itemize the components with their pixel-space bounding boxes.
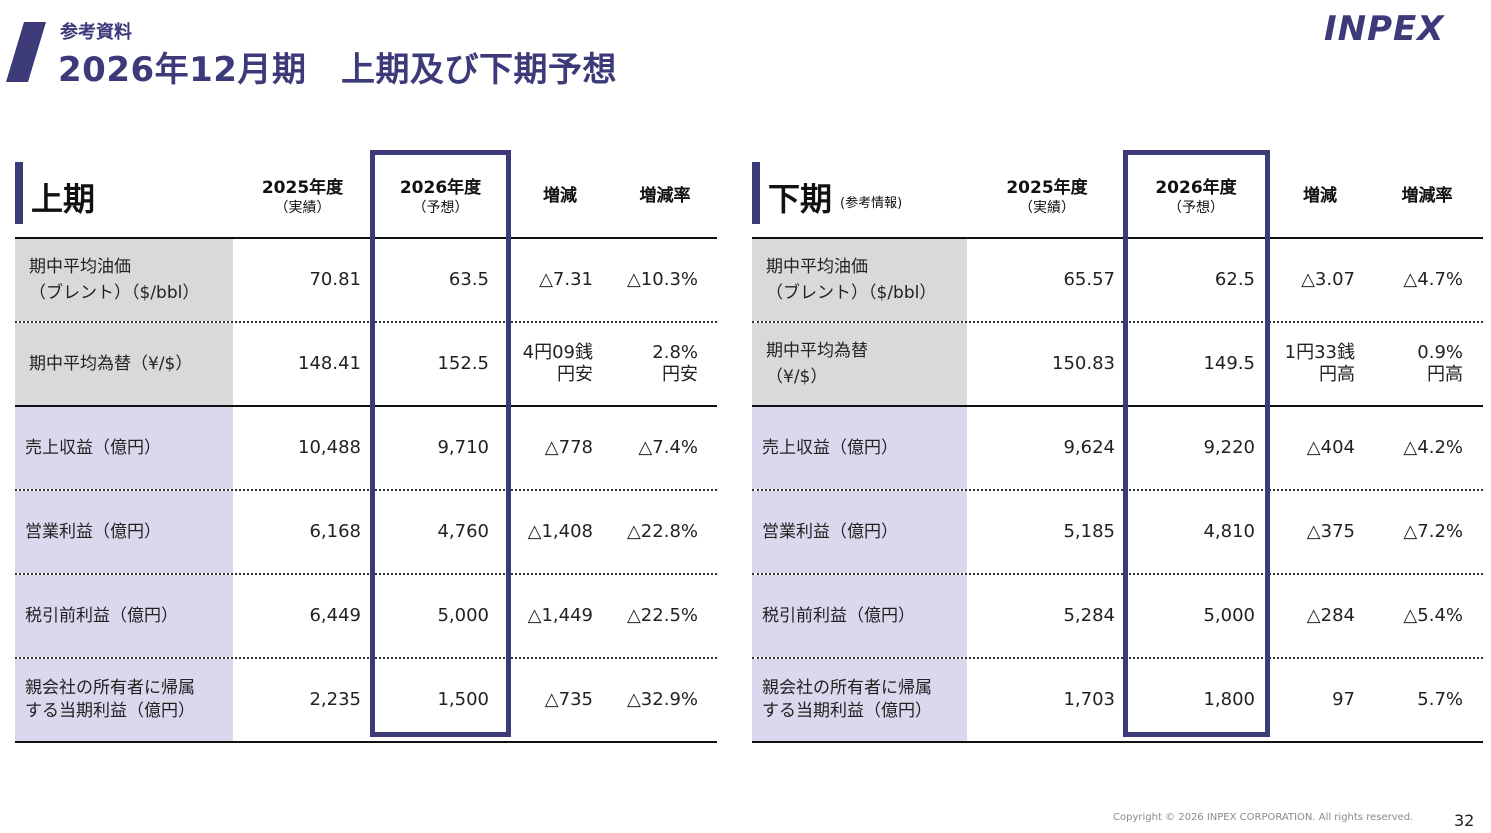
row-label: 売上収益（億円） [15, 407, 233, 489]
rate-cell: △10.3% [626, 269, 698, 290]
col-header-2026: 2026年度 （予想） [399, 178, 482, 216]
change-cell: 97 [1332, 689, 1355, 710]
value-2025-cell: 148.41 [298, 353, 361, 374]
row-label: 営業利益（億円） [15, 491, 233, 573]
header-mark [752, 162, 760, 224]
row-label: 税引前利益（億円） [752, 575, 967, 657]
change-cell: △735 [544, 689, 593, 710]
header-mark [15, 162, 23, 224]
value-2026-cell: 1,500 [437, 689, 489, 710]
value-2025-cell: 9,624 [1063, 437, 1115, 458]
inpex-logo: INPEX [1324, 9, 1445, 46]
change-cell: △7.31 [539, 269, 593, 290]
row-label: 売上収益（億円） [752, 407, 967, 489]
col-header-2025: 2025年度 （実績） [261, 178, 344, 216]
table-header: 上期 2025年度 （実績） 2026年度 （予想） 増減 増減率 [15, 150, 717, 238]
value-2026-cell: 152.5 [437, 353, 489, 374]
table-row: 税引前利益（億円） 5,284 5,000 △284 △5.4% [752, 575, 1483, 659]
value-2026-cell: 9,220 [1203, 437, 1255, 458]
row-label: 期中平均為替（¥/$） [15, 323, 233, 405]
col-header-change: 増減 [543, 186, 577, 206]
table-body: 期中平均油価 （ブレント）（$/bbl） 65.57 62.5 △3.07 △4.7% 期中… [752, 237, 1483, 743]
change-cell: △778 [544, 437, 593, 458]
change-cell: △1,449 [527, 605, 593, 626]
table-title: 上期 [31, 180, 96, 218]
table-title-note: (参考情報) [840, 195, 903, 211]
value-2025-cell: 70.81 [309, 269, 361, 290]
table-row: 売上収益（億円） 10,488 9,710 △778 △7.4% [15, 407, 717, 491]
row-label: 期中平均油価 （ブレント）（$/bbl） [752, 239, 967, 321]
table-row: 売上収益（億円） 9,624 9,220 △404 △4.2% [752, 407, 1483, 491]
rate-cell: △22.8% [626, 521, 698, 542]
col-header-rate: 増減率 [1401, 186, 1453, 206]
row-label: 税引前利益（億円） [15, 575, 233, 657]
table-title: 下期 (参考情報) [768, 180, 903, 218]
rate-cell: 2.8% 円安 [652, 342, 698, 385]
row-label: 期中平均為替（¥/$） [752, 323, 967, 405]
col-header-2026: 2026年度 （予想） [1155, 178, 1237, 216]
value-2026-cell: 62.5 [1214, 269, 1255, 290]
value-2025-cell: 5,185 [1063, 521, 1115, 542]
table-row: 期中平均油価 （ブレント）（$/bbl） 65.57 62.5 △3.07 △4.7% [752, 239, 1483, 323]
col-header-rate: 増減率 [639, 186, 691, 206]
table-body: 期中平均油価 （ブレント）（$/bbl） 70.81 63.5 △7.31 △10.3% 期… [15, 237, 717, 743]
table-row: 営業利益（億円） 5,185 4,810 △375 △7.2% [752, 491, 1483, 575]
rate-cell: 5.7% [1417, 689, 1463, 710]
change-cell: 1円33銭 円高 [1284, 342, 1355, 385]
col-header-change: 増減 [1303, 186, 1337, 206]
value-2026-cell: 5,000 [437, 605, 489, 626]
value-2026-cell: 5,000 [1203, 605, 1255, 626]
change-cell: △375 [1306, 521, 1355, 542]
section-subtitle: 参考資料 [60, 22, 132, 43]
value-2025-cell: 6,168 [309, 521, 361, 542]
title-accent-bar [6, 22, 46, 82]
copyright-notice: Copyright © 2026 INPEX CORPORATION. All … [1113, 812, 1414, 823]
value-2026-cell: 63.5 [448, 269, 489, 290]
value-2025-cell: 10,488 [298, 437, 361, 458]
page-title: 2026年12月期 上期及び下期予想 [58, 50, 617, 90]
rate-cell: △5.4% [1403, 605, 1463, 626]
rate-cell: △4.2% [1403, 437, 1463, 458]
value-2026-cell: 9,710 [437, 437, 489, 458]
table-row: 親会社の所有者に帰属 する当期利益（億円） 2,235 1,500 △735 △32.9% [15, 659, 717, 743]
rate-cell: △7.2% [1403, 521, 1463, 542]
table-header: 下期 (参考情報) 2025年度 （実績） 2026年度 （予想） 増減 増減率 [752, 150, 1483, 238]
change-cell: △1,408 [527, 521, 593, 542]
table-row: 期中平均為替（¥/$） 148.41 152.5 4円09銭 円安 2.8% 円安 [15, 323, 717, 407]
svg-text:INPEX: INPEX [1324, 9, 1445, 46]
value-2025-cell: 2,235 [309, 689, 361, 710]
page-number: 32 [1454, 811, 1475, 830]
table-row: 期中平均為替 （¥/$） 150.83 149.5 1円33銭 円高 0.9% 円高 [752, 323, 1483, 407]
value-2025-cell: 65.57 [1063, 269, 1115, 290]
change-cell: △3.07 [1301, 269, 1355, 290]
row-label: 親会社の所有者に帰属 する当期利益（億円） [752, 659, 967, 741]
table-row: 税引前利益（億円） 6,449 5,000 △1,449 △22.5% [15, 575, 717, 659]
value-2026-cell: 4,760 [437, 521, 489, 542]
value-2025-cell: 150.83 [1052, 353, 1115, 374]
table-row: 親会社の所有者に帰属 する当期利益（億円） 1,703 1,800 97 5.7% [752, 659, 1483, 743]
table-row: 営業利益（億円） 6,168 4,760 △1,408 △22.8% [15, 491, 717, 575]
row-label: 親会社の所有者に帰属 する当期利益（億円） [15, 659, 233, 741]
value-2025-cell: 1,703 [1063, 689, 1115, 710]
change-cell: △404 [1306, 437, 1355, 458]
value-2025-cell: 6,449 [309, 605, 361, 626]
rate-cell: △7.4% [638, 437, 698, 458]
row-label: 営業利益（億円） [752, 491, 967, 573]
rate-cell: △4.7% [1403, 269, 1463, 290]
row-label: 期中平均油価 （ブレント）（$/bbl） [15, 239, 233, 321]
change-cell: △284 [1306, 605, 1355, 626]
rate-cell: △32.9% [626, 689, 698, 710]
table-row: 期中平均油価 （ブレント）（$/bbl） 70.81 63.5 △7.31 △10.3% [15, 239, 717, 323]
value-2026-cell: 1,800 [1203, 689, 1255, 710]
change-cell: 4円09銭 円安 [522, 342, 593, 385]
rate-cell: △22.5% [626, 605, 698, 626]
value-2026-cell: 4,810 [1203, 521, 1255, 542]
col-header-2025: 2025年度 （実績） [1006, 178, 1088, 216]
value-2025-cell: 5,284 [1063, 605, 1115, 626]
rate-cell: 0.9% 円高 [1417, 342, 1463, 385]
value-2026-cell: 149.5 [1203, 353, 1255, 374]
